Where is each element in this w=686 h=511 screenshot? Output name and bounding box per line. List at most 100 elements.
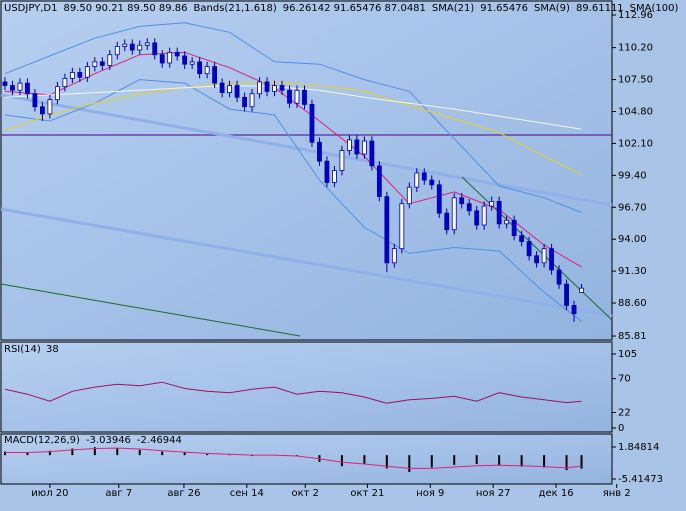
header-text: USDJPY,D1 [4,3,57,14]
candle-body [361,140,367,155]
candle-body [257,81,262,95]
candle-body [496,200,502,225]
y-tick-label: 99.40 [618,170,647,181]
candle-body [234,85,240,98]
candle-body [474,210,480,226]
trend-line [0,283,301,337]
candle-body [77,72,83,78]
candle-body [354,139,360,155]
header: USDJPY,D1 89.50 90.21 89.50 89.86 Bands(21… [4,3,678,14]
macd-bar [453,455,456,465]
y-tick-label: 112.96 [618,10,653,21]
candle-body [272,85,277,92]
candle-body [219,82,225,93]
candle-body [144,42,150,46]
candle-body [332,170,337,183]
macd-bar [363,455,366,464]
candle-body [227,85,233,93]
candle-body [571,305,577,315]
candle-body [429,179,435,186]
channel-line [0,93,613,207]
header-text: SMA(100) [630,3,679,14]
candle-body [481,205,487,226]
macd-bar [340,455,343,467]
candle-body [294,89,300,104]
macd-bar [408,455,411,472]
candle-body [62,77,68,88]
header-text: 89.50 90.21 89.50 89.86 [63,3,187,14]
indicator-line [4,22,582,213]
candle-body [189,61,195,65]
rsi-line [4,381,582,404]
candle-body [489,200,495,207]
header-text: SMA(21) [432,3,474,14]
candle-body [444,212,450,231]
candle-body [399,203,405,250]
candle-body [17,82,23,91]
y-tick-label: -5.41473 [618,474,663,485]
panel-title: MACD(12,26,9) [4,435,80,446]
header-text: SMA(9) [534,3,570,14]
candle-body [549,248,554,271]
macd-bar [520,455,523,467]
candle-body [167,51,173,64]
macd-bar [3,451,6,456]
macd-bar [385,455,388,469]
candle-body [84,66,90,78]
candle-body [69,72,75,79]
candle-body [197,61,203,75]
candle-body [564,283,569,306]
x-tick-label: сен 14 [230,488,264,499]
y-tick-label: 0 [618,423,624,434]
indicator-line [4,79,582,322]
candle-body [264,81,270,92]
candle-body [174,51,180,57]
macd-bar [48,450,51,456]
candle-body [159,54,165,64]
macd-bar [565,455,568,471]
candle-body [204,66,210,75]
candle-body [32,93,38,108]
candle-body [376,165,382,198]
macd-bar [430,455,433,468]
candle-body [212,66,218,84]
candle-body [114,46,120,56]
x-tick-label: июл 20 [31,488,68,499]
x-tick-label: окт 2 [291,488,319,499]
y-tick-label: 105 [618,349,637,360]
candle-body [279,85,285,91]
indicator-line [4,81,582,175]
y-tick-label: 22 [618,407,631,418]
candle-body [54,86,60,101]
candle-body [519,235,525,242]
header-text: 89.61111 [576,3,624,14]
candle-body [451,197,457,231]
candle-body [414,172,420,188]
y-tick-label: 88.60 [618,298,647,309]
candle-body [436,184,442,214]
candle-body [384,196,390,264]
x-tick-label: окт 21 [350,488,384,499]
macd-bar [498,455,501,466]
panel-value: -2.46944 [137,435,182,446]
macd-bar [161,451,164,456]
candle-body [2,81,8,86]
price-panel [0,0,613,341]
macd-bar [93,447,96,456]
macd-bar [26,452,29,456]
header-text: 91.65476 [480,3,528,14]
macd-bar [206,453,209,456]
candle-body [324,160,330,183]
y-tick-label: 1.84814 [618,442,659,453]
candle-body [579,287,584,293]
y-tick-label: 107.50 [618,75,653,86]
candle-body [391,248,397,264]
candle-body [249,93,255,108]
header-text: Bands(21,1.618) [194,3,277,14]
candle-body [339,150,345,172]
candle-body [459,197,465,205]
macd-panel [0,433,613,485]
macd-bar [580,455,583,469]
candle-body [152,42,158,56]
